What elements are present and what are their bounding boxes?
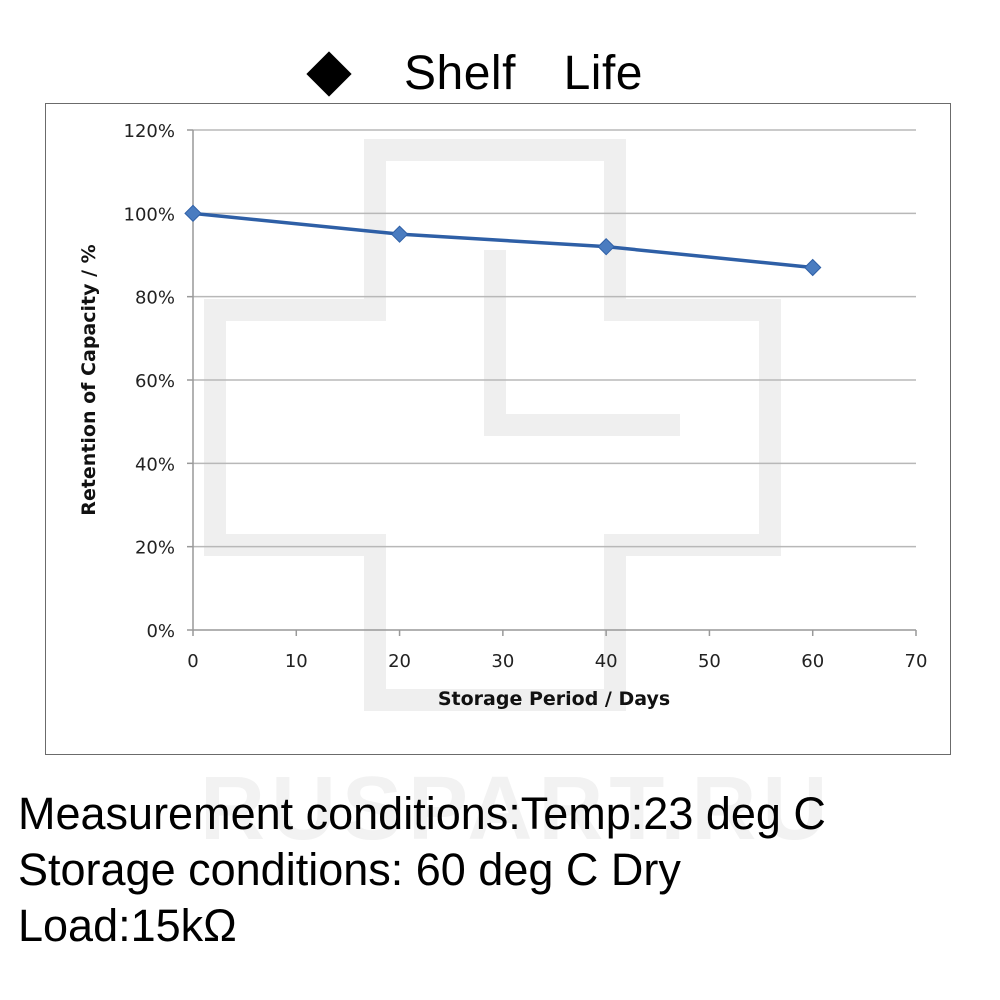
watermark-cross-shape	[204, 139, 781, 711]
measurement-conditions: Measurement conditions:Temp:23 deg C	[18, 788, 826, 839]
data-point-marker	[597, 237, 615, 256]
x-tick-label: 70	[905, 651, 928, 672]
y-tick-label: 0%	[146, 621, 175, 642]
watermark-inner-stroke	[484, 250, 680, 436]
watermark-cross-outline	[204, 139, 781, 711]
x-tick-label: 0	[187, 651, 198, 672]
x-tick-labels: 0 10 20 30 40 50 60 70	[187, 651, 927, 672]
x-tick-label: 40	[595, 651, 618, 672]
x-tick-label: 10	[285, 651, 308, 672]
y-tick-label: 40%	[135, 454, 175, 475]
x-tick-label: 30	[491, 651, 514, 672]
chart-title-text: Shelf Life	[404, 47, 643, 100]
storage-conditions: Storage conditions: 60 deg C Dry	[18, 844, 681, 895]
gridlines	[193, 129, 916, 548]
data-point-marker	[390, 225, 409, 243]
x-tick-label: 20	[388, 651, 411, 672]
y-tick-labels: 0% 20% 40% 60% 80% 100% 120%	[124, 121, 175, 642]
axes	[187, 129, 917, 636]
y-axis-label: Retention of Capacity / %	[78, 244, 100, 515]
y-tick-label: 20%	[135, 538, 175, 559]
data-point-marker	[804, 258, 822, 277]
series-line	[192, 211, 813, 270]
y-tick-label: 120%	[124, 121, 175, 142]
y-tick-label: 100%	[124, 204, 175, 225]
x-tick-label: 60	[801, 651, 824, 672]
watermark-text: RUSPART.RU	[200, 759, 834, 859]
data-point-marker	[184, 204, 202, 223]
x-tick-label: 50	[698, 651, 721, 672]
data-series	[184, 204, 822, 277]
conditions-notes: Measurement conditions:Temp:23 deg C Sto…	[18, 786, 826, 954]
y-tick-label: 80%	[135, 288, 175, 309]
x-axis-label: Storage Period / Days	[438, 688, 670, 710]
y-tick-label: 60%	[135, 371, 175, 392]
chart-frame	[45, 103, 951, 755]
line-chart: 0% 20% 40% 60% 80% 100% 120% 0 10 20 30 40 50 60 70 S…	[78, 121, 927, 711]
chart-title: Shelf Life	[0, 22, 1000, 100]
load-condition: Load:15kΩ	[18, 900, 237, 951]
